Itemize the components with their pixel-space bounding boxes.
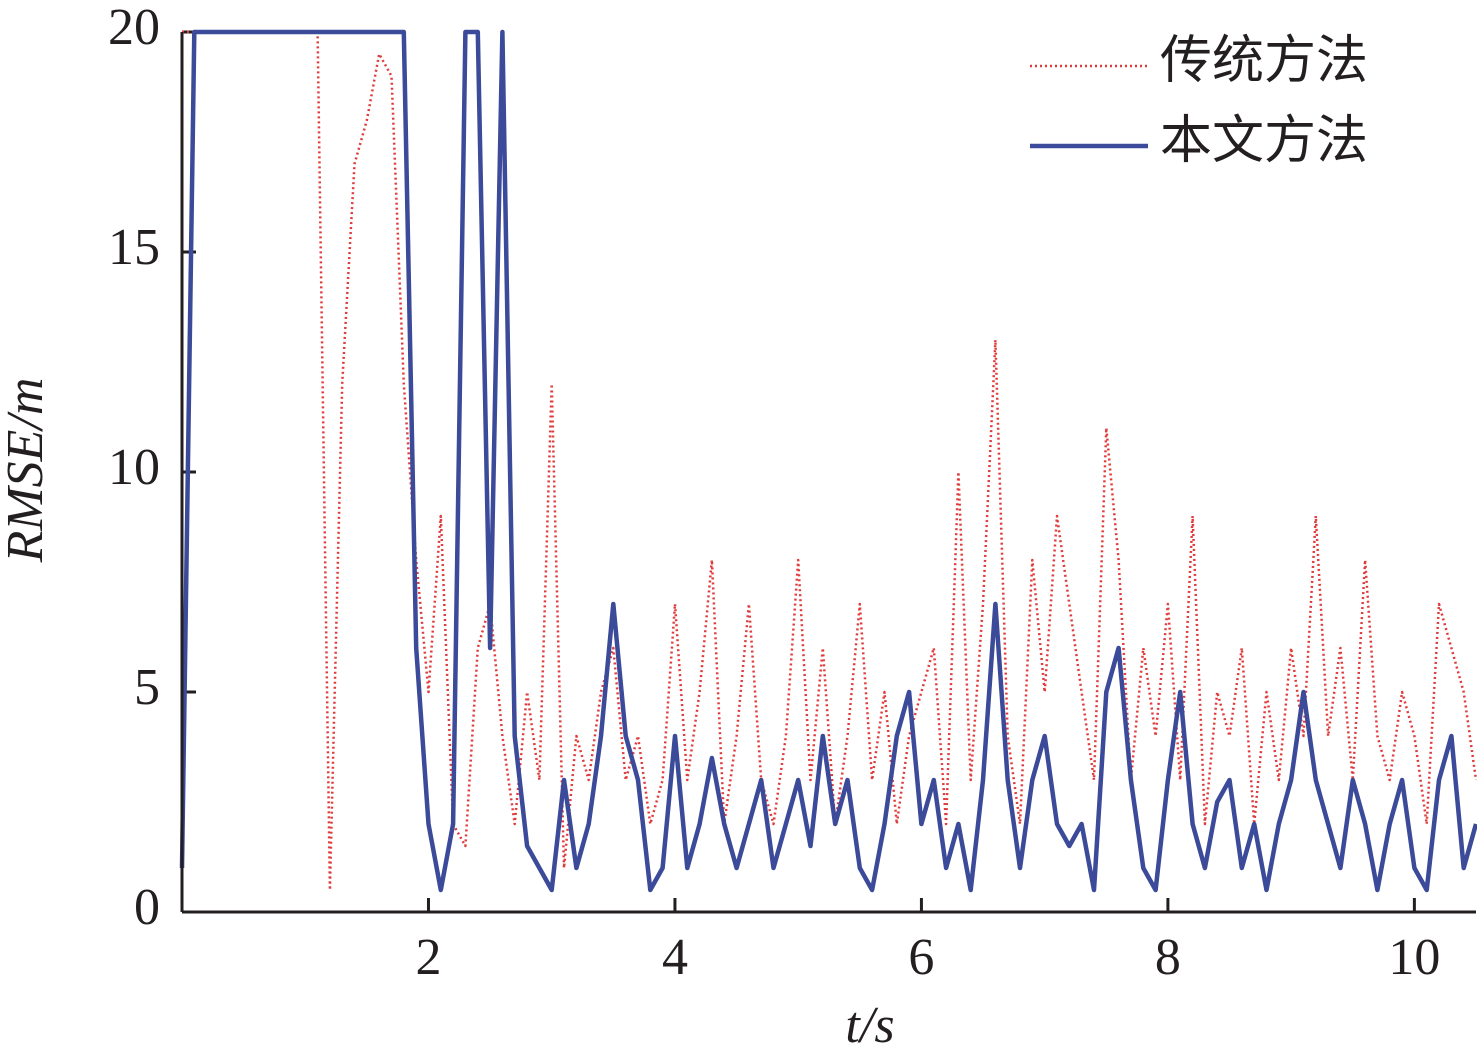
- series-line: [179, 29, 1477, 893]
- legend-label: 传统方法: [1160, 33, 1368, 90]
- y-tick-label: 20: [108, 0, 160, 56]
- y-tick-label: 15: [108, 219, 160, 276]
- x-tick-label: 6: [908, 929, 934, 986]
- y-tick-label: 0: [134, 879, 160, 936]
- x-tick-label: 10: [1388, 929, 1440, 986]
- series-line: [182, 30, 1477, 892]
- x-axis-title: t/s: [845, 997, 894, 1054]
- y-tick-label: 5: [134, 659, 160, 716]
- legend-label: 本文方法: [1160, 113, 1368, 170]
- y-tick-label: 10: [108, 439, 160, 496]
- x-tick-label: 8: [1155, 929, 1181, 986]
- x-tick-label: 4: [662, 929, 688, 986]
- x-tick-label: 2: [415, 929, 441, 986]
- y-axis-title: RMSE/m: [0, 378, 54, 564]
